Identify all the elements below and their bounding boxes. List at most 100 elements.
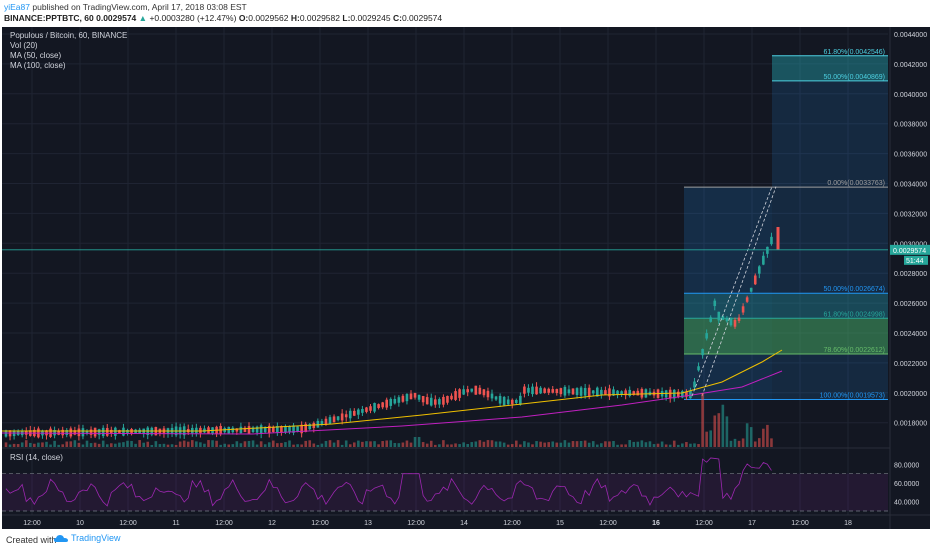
candle-body xyxy=(510,399,514,405)
chart-area[interactable]: 61.80%(0.0042546) 50.00%(0.0040869) 0.00%(… xyxy=(1,27,930,529)
volume-bar xyxy=(725,416,729,447)
candle-body xyxy=(267,425,271,434)
candle-body xyxy=(523,386,526,394)
candle-body xyxy=(693,381,696,388)
candle-body xyxy=(749,287,753,292)
volume-bar xyxy=(749,427,753,447)
volume-bar xyxy=(527,442,530,447)
volume-bar xyxy=(474,441,478,447)
publish-header: yiEa87 published on TradingView.com, Apr… xyxy=(0,0,932,26)
fib-label: 61.80%(0.0024998) xyxy=(824,311,886,318)
volume-bar xyxy=(255,444,259,447)
volume-bar xyxy=(126,440,129,447)
volume-bar xyxy=(29,442,32,447)
candle-body xyxy=(539,387,542,394)
candle-body xyxy=(604,390,607,395)
volume-bar xyxy=(81,444,85,447)
candle-body xyxy=(377,404,380,408)
price-chart[interactable]: 61.80%(0.0042546) 50.00%(0.0040869) 0.00%(… xyxy=(1,27,930,529)
candle-body xyxy=(328,417,332,425)
volume-bar xyxy=(118,442,121,447)
volume-bar xyxy=(762,428,765,447)
volume-bar xyxy=(332,442,336,447)
volume-bar xyxy=(567,442,571,447)
volume-bar xyxy=(575,441,579,447)
tradingview-logo[interactable]: TradingView xyxy=(54,533,121,543)
time-tick: 12:00 xyxy=(311,520,329,527)
volume-bar xyxy=(389,440,393,447)
time-tick: 12:00 xyxy=(23,520,41,527)
volume-bar xyxy=(227,444,231,447)
volume-bar xyxy=(16,444,20,447)
candle-body xyxy=(531,386,534,395)
candle-body xyxy=(563,386,567,396)
fib-label: 78.60%(0.0022612) xyxy=(824,347,886,354)
volume-bar xyxy=(357,440,360,447)
candle-body xyxy=(494,396,498,400)
time-tick: 16 xyxy=(652,520,660,527)
volume-bar xyxy=(531,444,534,447)
volume-bar xyxy=(89,443,93,447)
volume-bar xyxy=(470,442,474,447)
volume-bar xyxy=(280,442,283,447)
volume-bar xyxy=(429,440,433,447)
rsi-tick: 60.0000 xyxy=(894,481,919,488)
volume-bar xyxy=(660,441,664,447)
volume-bar xyxy=(502,442,506,447)
volume-bar xyxy=(150,444,154,447)
volume-bar xyxy=(235,441,239,447)
volume-bar xyxy=(348,444,352,447)
candle-body xyxy=(97,429,101,435)
candle-body xyxy=(304,423,307,432)
price-tick: 0.0034000 xyxy=(894,182,927,189)
candle-body xyxy=(276,426,279,433)
volume-bar xyxy=(195,441,198,447)
volume-bar xyxy=(713,415,717,447)
volume-bar xyxy=(701,393,704,447)
candle-body xyxy=(235,428,239,432)
created-with-text: Created with xyxy=(6,535,57,545)
author-link[interactable]: yiEa87 xyxy=(4,2,30,12)
candle-body xyxy=(608,388,611,397)
close-label: C: xyxy=(392,13,402,23)
volume-bar xyxy=(373,441,376,447)
volume-bar xyxy=(689,443,692,447)
rsi-legend: RSI (14, close) xyxy=(10,453,63,462)
candle-body xyxy=(369,406,372,411)
volume-bar xyxy=(446,444,449,447)
volume-bar xyxy=(417,437,421,447)
volume-bar xyxy=(737,440,741,447)
volume-bar xyxy=(162,443,166,447)
volume-bar xyxy=(130,440,133,447)
volume-bar xyxy=(57,444,60,447)
volume-bar xyxy=(12,443,16,447)
ma100-legend: MA (100, close) xyxy=(10,61,66,70)
volume-bar xyxy=(608,441,611,447)
candle-body xyxy=(612,389,615,396)
candle-body xyxy=(454,391,457,400)
volume-bar xyxy=(211,440,214,447)
candle-body xyxy=(543,388,546,393)
price-tick: 0.0020000 xyxy=(894,391,927,398)
volume-bar xyxy=(304,440,307,447)
candle-body xyxy=(81,428,85,437)
candle-body xyxy=(466,389,469,393)
candle-body xyxy=(77,428,81,437)
chart-title: Populous / Bitcoin, 60, BINANCE xyxy=(10,31,128,40)
candle-body xyxy=(575,388,579,395)
volume-bar xyxy=(4,442,8,447)
volume-bar xyxy=(535,441,538,447)
candle-body xyxy=(126,429,129,434)
candle-body xyxy=(620,391,623,395)
time-tick: 14 xyxy=(460,520,468,527)
volume-bar xyxy=(478,440,482,447)
volume-bar xyxy=(494,441,498,447)
candle-body xyxy=(280,426,283,433)
price-tick: 0.0044000 xyxy=(894,32,927,39)
candle-body xyxy=(596,387,599,397)
candle-body xyxy=(421,395,425,403)
volume-bar xyxy=(591,441,595,447)
candle-body xyxy=(725,318,729,322)
candle-body xyxy=(555,389,559,393)
volume-bar xyxy=(458,444,461,447)
